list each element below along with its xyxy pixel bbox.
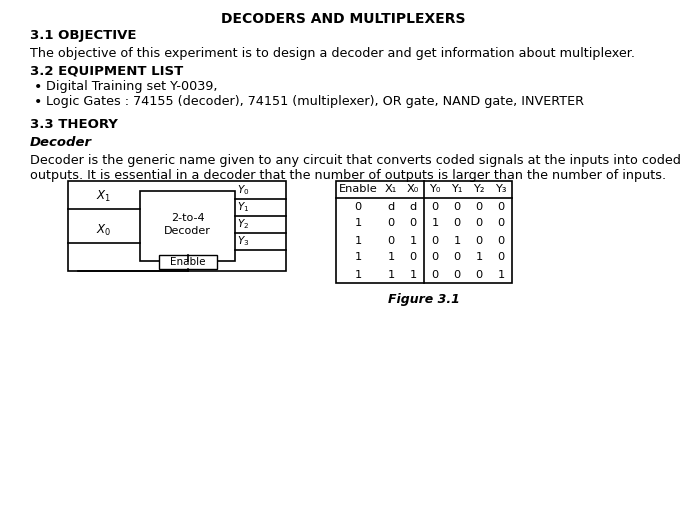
- Text: 0: 0: [475, 269, 483, 280]
- Text: 1: 1: [354, 269, 361, 280]
- Text: 0: 0: [387, 236, 394, 245]
- Text: X₁: X₁: [385, 184, 397, 195]
- Text: Decoder: Decoder: [164, 226, 211, 236]
- Text: 0: 0: [409, 253, 416, 263]
- Text: d: d: [409, 201, 416, 212]
- Text: X₀: X₀: [407, 184, 419, 195]
- Text: 2-to-4: 2-to-4: [170, 213, 204, 223]
- Text: 0: 0: [453, 201, 460, 212]
- Text: 0: 0: [453, 218, 460, 228]
- Text: 1: 1: [354, 236, 361, 245]
- Text: 0: 0: [387, 218, 394, 228]
- Text: 1: 1: [354, 253, 361, 263]
- Text: 1: 1: [387, 269, 394, 280]
- Text: 1: 1: [387, 253, 394, 263]
- Text: Y₂: Y₂: [473, 184, 485, 195]
- Text: •: •: [34, 95, 43, 109]
- Text: 0: 0: [453, 269, 460, 280]
- Bar: [336, 181, 512, 283]
- Text: $Y_1$: $Y_1$: [237, 200, 249, 214]
- Text: 3.3 THEORY: 3.3 THEORY: [30, 118, 118, 131]
- Text: 3.2 EQUIPMENT LIST: 3.2 EQUIPMENT LIST: [30, 64, 183, 77]
- Text: $Y_3$: $Y_3$: [237, 234, 249, 248]
- Text: Logic Gates : 74155 (decoder), 74151 (multiplexer), OR gate, NAND gate, INVERTER: Logic Gates : 74155 (decoder), 74151 (mu…: [46, 95, 584, 108]
- Text: d: d: [387, 201, 394, 212]
- Text: DECODERS AND MULTIPLEXERS: DECODERS AND MULTIPLEXERS: [221, 12, 465, 26]
- Text: 0: 0: [431, 253, 438, 263]
- Text: $Y_2$: $Y_2$: [237, 217, 249, 231]
- Text: $X_1$: $X_1$: [96, 189, 111, 204]
- Text: 1: 1: [497, 269, 505, 280]
- Text: 0: 0: [497, 218, 505, 228]
- Text: 0: 0: [497, 201, 505, 212]
- Text: 0: 0: [497, 236, 505, 245]
- Text: Y₃: Y₃: [495, 184, 507, 195]
- Text: 1: 1: [409, 269, 416, 280]
- Bar: [159, 255, 216, 269]
- Text: Digital Training set Y-0039,: Digital Training set Y-0039,: [46, 80, 218, 93]
- Text: outputs. It is essential in a decoder that the number of outputs is larger than : outputs. It is essential in a decoder th…: [30, 169, 666, 182]
- Text: •: •: [34, 80, 43, 94]
- Bar: [140, 191, 235, 261]
- Text: 0: 0: [475, 236, 483, 245]
- Text: 0: 0: [453, 253, 460, 263]
- Text: 0: 0: [475, 201, 483, 212]
- Text: 1: 1: [354, 218, 361, 228]
- Text: 1: 1: [431, 218, 438, 228]
- Text: $Y_0$: $Y_0$: [237, 183, 249, 197]
- Text: 0: 0: [431, 269, 438, 280]
- Text: 0: 0: [431, 236, 438, 245]
- Text: 0: 0: [431, 201, 438, 212]
- Text: The objective of this experiment is to design a decoder and get information abou: The objective of this experiment is to d…: [30, 47, 635, 60]
- Text: 0: 0: [409, 218, 416, 228]
- Text: Enable: Enable: [170, 257, 205, 267]
- Text: 0: 0: [475, 218, 483, 228]
- Text: $X_0$: $X_0$: [96, 223, 111, 238]
- Text: 1: 1: [453, 236, 460, 245]
- Text: Y₀: Y₀: [429, 184, 441, 195]
- Text: Figure 3.1: Figure 3.1: [388, 293, 460, 306]
- Text: 0: 0: [354, 201, 361, 212]
- Text: 0: 0: [497, 253, 505, 263]
- Text: 3.1 OBJECTIVE: 3.1 OBJECTIVE: [30, 29, 137, 42]
- Text: Enable: Enable: [339, 184, 377, 195]
- Bar: [68, 181, 286, 271]
- Text: Decoder: Decoder: [30, 136, 92, 149]
- Text: 1: 1: [409, 236, 416, 245]
- Text: Decoder is the generic name given to any circuit that converts coded signals at : Decoder is the generic name given to any…: [30, 154, 681, 167]
- Text: Y₁: Y₁: [451, 184, 462, 195]
- Text: 1: 1: [475, 253, 483, 263]
